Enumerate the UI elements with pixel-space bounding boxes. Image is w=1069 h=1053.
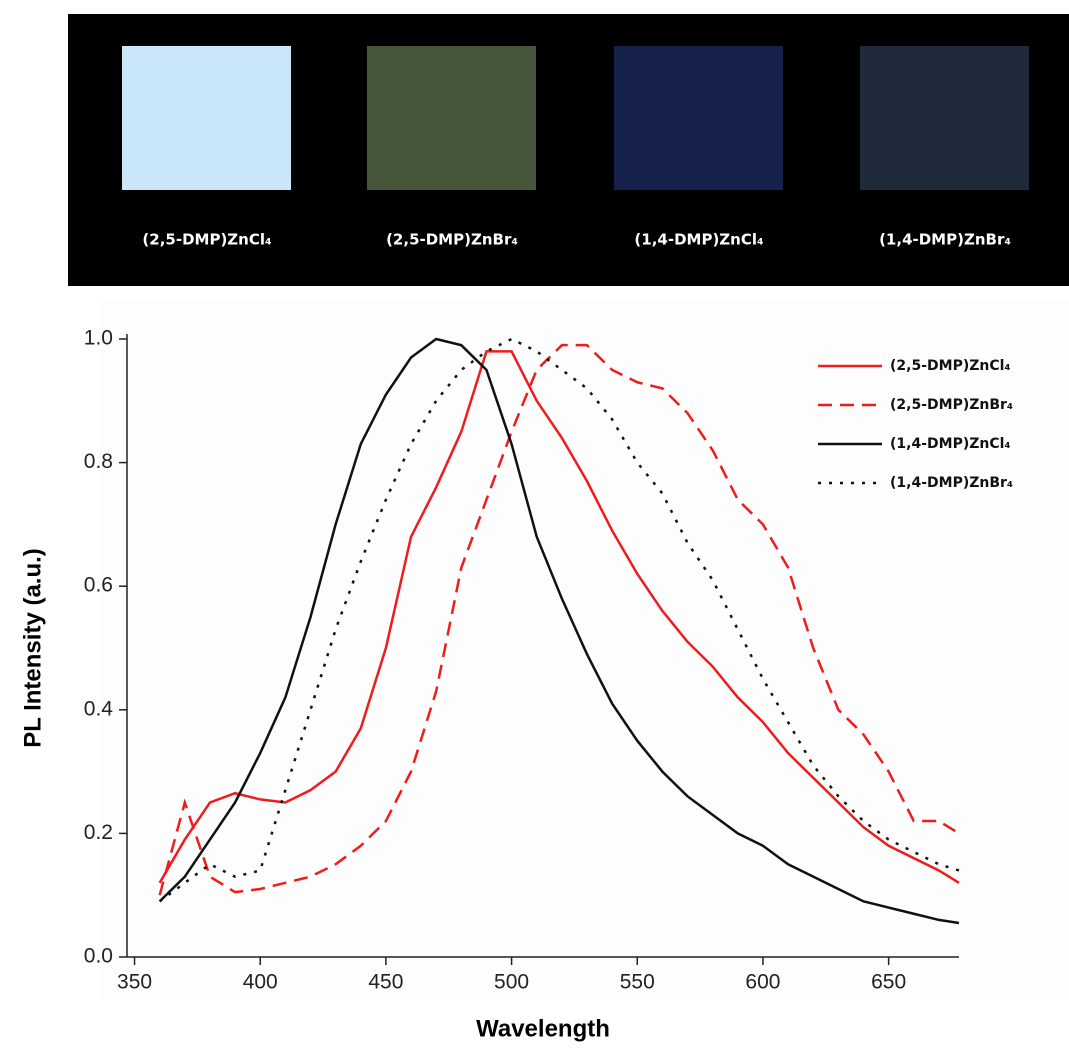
x-tick-label: 500 — [494, 971, 529, 994]
sample-label: (1,4-DMP)ZnCl₄ — [634, 231, 763, 249]
x-tick-label: 650 — [871, 971, 906, 994]
sample-photo — [367, 46, 536, 190]
line-series — [158, 350, 960, 884]
y-tick-label: 0.4 — [84, 697, 114, 720]
x-tick-label: 400 — [243, 971, 278, 994]
y-tick-label: 0.0 — [84, 945, 113, 968]
sample-label: (1,4-DMP)ZnBr₄ — [879, 231, 1011, 249]
sample-photo — [122, 46, 291, 190]
y-tick-label: 0.6 — [84, 574, 113, 597]
y-tick-label: 0.2 — [84, 821, 113, 844]
x-tick-label: 450 — [368, 971, 403, 994]
y-axis-label: PL Intensity (a.u.) — [19, 548, 46, 748]
x-axis-label: Wavelength — [476, 1015, 610, 1042]
line-series — [158, 337, 960, 903]
sample-label: (2,5-DMP)ZnCl₄ — [142, 231, 271, 249]
y-tick-label: 1.0 — [84, 327, 113, 350]
x-tick-label: 550 — [620, 971, 655, 994]
legend-label: (2,5-DMP)ZnCl₄ — [890, 358, 1011, 374]
line-series — [158, 337, 960, 925]
legend-label: (2,5-DMP)ZnBr₄ — [890, 397, 1013, 413]
y-tick-label: 0.8 — [84, 450, 113, 473]
legend-label: (1,4-DMP)ZnBr₄ — [890, 475, 1013, 491]
sample-photo — [860, 46, 1029, 190]
legend-label: (1,4-DMP)ZnCl₄ — [890, 436, 1011, 452]
x-tick-label: 350 — [117, 971, 152, 994]
sample-photo — [614, 46, 783, 190]
line-series — [158, 343, 960, 896]
x-tick-label: 600 — [745, 971, 780, 994]
sample-label: (2,5-DMP)ZnBr₄ — [386, 231, 518, 249]
